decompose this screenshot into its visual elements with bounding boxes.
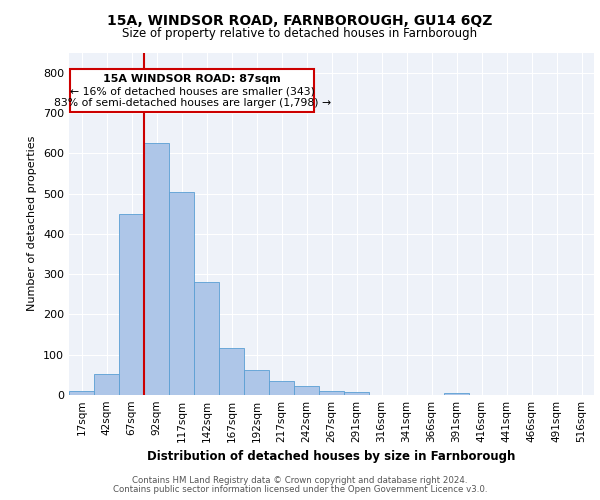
Text: Contains HM Land Registry data © Crown copyright and database right 2024.: Contains HM Land Registry data © Crown c…	[132, 476, 468, 485]
Y-axis label: Number of detached properties: Number of detached properties	[28, 136, 37, 312]
Bar	[194, 282, 219, 395]
Bar	[319, 392, 344, 395]
Bar	[69, 391, 94, 395]
Bar	[169, 192, 194, 395]
Bar	[244, 370, 269, 395]
Bar	[219, 348, 244, 395]
Bar	[70, 70, 314, 112]
Bar	[94, 374, 119, 395]
Bar	[119, 214, 144, 395]
Text: ← 16% of detached houses are smaller (343): ← 16% of detached houses are smaller (34…	[70, 86, 314, 96]
Text: 83% of semi-detached houses are larger (1,798) →: 83% of semi-detached houses are larger (…	[53, 98, 331, 108]
Bar	[294, 386, 319, 395]
X-axis label: Distribution of detached houses by size in Farnborough: Distribution of detached houses by size …	[148, 450, 515, 464]
Text: 15A, WINDSOR ROAD, FARNBOROUGH, GU14 6QZ: 15A, WINDSOR ROAD, FARNBOROUGH, GU14 6QZ	[107, 14, 493, 28]
Bar	[269, 381, 294, 395]
Text: Size of property relative to detached houses in Farnborough: Size of property relative to detached ho…	[122, 28, 478, 40]
Bar	[444, 393, 469, 395]
Bar	[344, 392, 369, 395]
Text: Contains public sector information licensed under the Open Government Licence v3: Contains public sector information licen…	[113, 485, 487, 494]
Text: 15A WINDSOR ROAD: 87sqm: 15A WINDSOR ROAD: 87sqm	[103, 74, 281, 85]
Bar	[144, 143, 169, 395]
